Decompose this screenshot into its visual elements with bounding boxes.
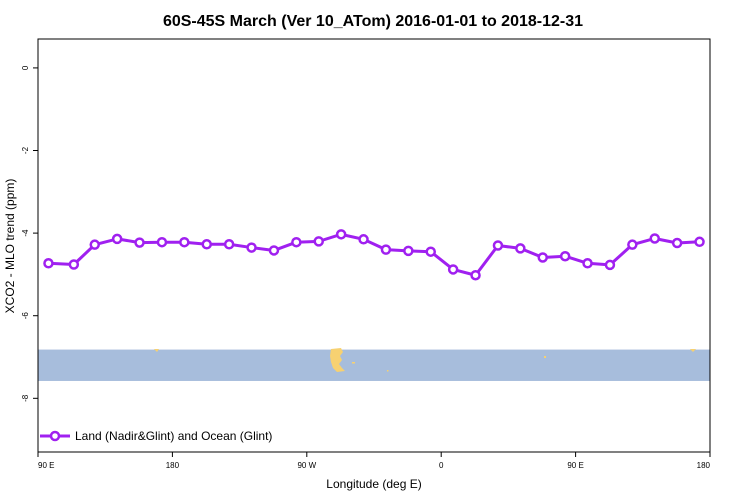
data-point [335,229,347,240]
data-point [649,233,660,244]
data-point [671,237,683,249]
data-point [201,239,212,250]
data-point [134,237,145,248]
x-axis-label: Longitude (deg E) [326,477,421,491]
x-tick-label: 180 [166,461,180,470]
y-axis: 0 -2 -4 -6 -8 [21,65,38,402]
x-axis: 90 E 180 90 W 0 90 E 180 [37,452,711,470]
y-axis-label: XCO2 - MLO trend (ppm) [3,179,17,314]
y-tick-label: 0 [21,65,30,70]
data-point [246,242,257,253]
land-island-small [387,370,389,372]
plot-frame [37,38,711,453]
land-falklands [352,362,355,364]
data-point [627,239,638,250]
data-point [425,246,436,257]
x-tick-label: 180 [697,461,711,470]
data-point [582,258,593,269]
data-point [694,236,705,248]
data-point [515,243,526,254]
data-point [111,233,123,245]
x-tick-label: 90 E [567,461,583,470]
legend: Land (Nadir&Glint) and Ocean (Glint) [40,429,272,443]
data-point [559,250,571,262]
data-point [537,252,548,263]
data-point [403,245,414,257]
land-new-zealand-right [690,349,696,352]
data-point [156,236,168,248]
land-new-zealand [154,349,159,352]
data-point [313,236,324,247]
data-point [358,234,369,245]
legend-label: Land (Nadir&Glint) and Ocean (Glint) [75,429,272,443]
land-south-america [330,348,345,372]
y-tick-label: -4 [21,229,30,237]
data-point [223,239,235,250]
data-point [380,244,392,255]
y-tick-label: -6 [21,312,30,320]
series-line [48,232,700,277]
data-point [447,264,459,275]
ocean-band [38,349,710,381]
data-point [492,240,504,251]
chart-title: 60S-45S March (Ver 10_ATom) 2016-01-01 t… [163,13,583,30]
map-band [38,348,710,381]
data-point [179,236,190,248]
series-layer [43,229,705,281]
x-tick-label: 0 [439,461,444,470]
data-point [268,245,280,256]
x-tick-label: 90 W [297,461,316,470]
data-point [470,269,481,281]
data-point [604,259,616,271]
data-point [43,258,54,269]
legend-marker [49,430,61,442]
data-point [68,259,80,270]
data-point [291,236,302,248]
land-island [544,356,546,358]
y-tick-label: -2 [21,146,30,154]
x-tick-label: 90 E [38,461,54,470]
y-tick-label: -8 [21,394,30,402]
data-point [89,239,100,250]
